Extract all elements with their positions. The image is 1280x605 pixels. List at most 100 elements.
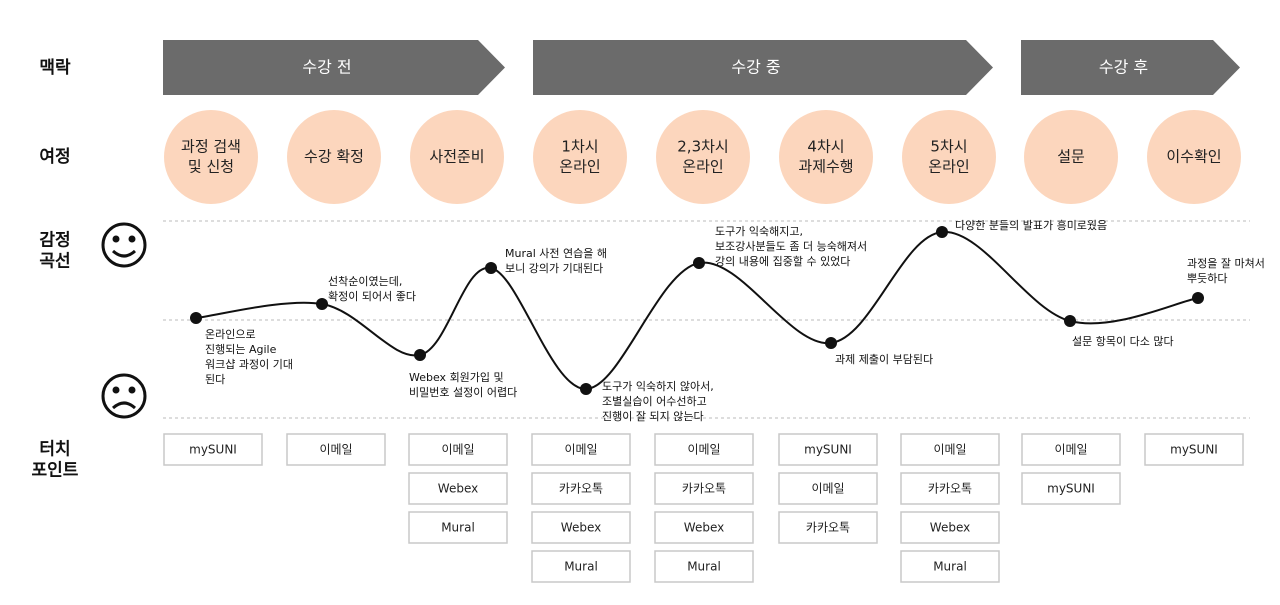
phase-arrow	[1021, 40, 1240, 95]
emotion-note: Webex 회원가입 및	[409, 371, 504, 384]
phase-label: 수강 후	[1099, 58, 1148, 77]
touchpoint-label: 카카오톡	[682, 482, 726, 496]
emotion-note: 조별실습이 어수선하고	[602, 394, 707, 408]
touchpoint-box	[778, 433, 878, 466]
emotion-point	[1192, 292, 1204, 304]
touchpoint-box	[778, 472, 878, 505]
touchpoint-label: Mural	[441, 521, 475, 535]
touchpoint-box	[900, 433, 1000, 466]
emotion-note: Mural 사전 연습을 해	[505, 246, 607, 260]
touchpoint-label: mySUNI	[1170, 443, 1218, 457]
row-label: 감정	[39, 231, 70, 251]
emotion-note: 보니 강의가 기대된다	[505, 262, 603, 275]
touchpoint-box	[531, 550, 631, 583]
touchpoint-box	[654, 511, 754, 544]
touchpoint-label: 이메일	[564, 443, 597, 457]
touchpoint-box	[531, 472, 631, 505]
touchpoint-box	[1021, 472, 1121, 505]
emotion-point	[316, 298, 328, 310]
phase-label: 수강 중	[731, 58, 780, 77]
touchpoint-box	[1144, 433, 1244, 466]
stage-label: 온라인	[682, 158, 723, 176]
stage-label: 수강 확정	[304, 148, 364, 166]
touchpoint-label: 이메일	[811, 482, 844, 496]
emotion-note: 설문 항목이 다소 많다	[1072, 335, 1174, 348]
touchpoint-label: 이메일	[687, 443, 720, 457]
stage-label: 4차시	[807, 138, 844, 156]
touchpoint-label: Mural	[687, 560, 721, 574]
touchpoint-box	[900, 472, 1000, 505]
touchpoint-label: Mural	[933, 560, 967, 574]
touchpoint-box	[1021, 433, 1121, 466]
touchpoint-label: Mural	[564, 560, 598, 574]
touchpoint-label: 이메일	[319, 443, 352, 457]
row-label: 곡선	[39, 252, 70, 272]
emotion-note: 진행되는 Agile	[205, 343, 277, 356]
touchpoint-label: 이메일	[1054, 443, 1087, 457]
touchpoint-box	[900, 511, 1000, 544]
touchpoint-box	[531, 511, 631, 544]
touchpoint-label: mySUNI	[189, 443, 237, 457]
emotion-note: 강의 내용에 집중할 수 있었다	[715, 255, 850, 268]
stage-label: 2,3차시	[677, 138, 728, 156]
phase-arrow	[163, 40, 505, 95]
stage-circle	[533, 110, 627, 204]
touchpoint-label: Webex	[684, 521, 724, 535]
touchpoint-label: 카카오톡	[806, 521, 850, 535]
emotion-note: 다양한 분들의 발표가 흥미로웠음	[955, 218, 1107, 232]
stage-label: 온라인	[559, 158, 600, 176]
stage-label: 1차시	[561, 138, 598, 156]
stage-label: 및 신청	[188, 158, 234, 176]
emotion-point	[936, 226, 948, 238]
row-label: 터치	[39, 440, 70, 460]
touchpoint-box	[408, 472, 508, 505]
touchpoint-box	[408, 511, 508, 544]
stage-label: 온라인	[928, 158, 969, 176]
touchpoint-label: mySUNI	[804, 443, 852, 457]
smiley-sad	[101, 373, 147, 419]
stage-label: 이수확인	[1166, 148, 1221, 166]
touchpoint-label: Webex	[438, 482, 478, 496]
touchpoint-label: 카카오톡	[559, 482, 603, 496]
emotion-note: 된다	[205, 373, 225, 386]
emotion-note: 도구가 익숙하지 않아서,	[602, 379, 714, 393]
emotion-point	[580, 383, 592, 395]
emotion-note: 온라인으로	[205, 328, 256, 341]
emotion-note: 비밀번호 설정이 어렵다	[409, 386, 517, 399]
stage-circle	[656, 110, 750, 204]
stage-circle	[779, 110, 873, 204]
stage-circle	[287, 110, 381, 204]
touchpoint-label: Webex	[930, 521, 970, 535]
phase-label: 수강 전	[302, 58, 351, 77]
touchpoint-label: mySUNI	[1047, 482, 1095, 496]
emotion-note: 과정을 잘 마쳐서	[1187, 257, 1265, 270]
emotion-point	[825, 337, 837, 349]
emotion-note: 워크샵 과정이 기대	[205, 358, 293, 371]
emotion-point	[693, 257, 705, 269]
touchpoint-box	[163, 433, 263, 466]
stage-circle	[1147, 110, 1241, 204]
emotion-point	[414, 349, 426, 361]
touchpoint-box	[654, 550, 754, 583]
emotion-note: 과제 제출이 부담된다	[835, 353, 933, 366]
emotion-note: 뿌듯하다	[1187, 271, 1227, 285]
stage-circle	[410, 110, 504, 204]
touchpoint-box	[900, 550, 1000, 583]
touchpoint-label: Webex	[561, 521, 601, 535]
smiley-happy	[101, 222, 147, 268]
emotion-note: 보조강사분들도 좀 더 능숙해져서	[715, 239, 867, 253]
touchpoint-box	[654, 433, 754, 466]
touchpoint-box	[408, 433, 508, 466]
emotion-point	[1064, 315, 1076, 327]
touchpoint-box	[286, 433, 386, 466]
stage-circle	[1024, 110, 1118, 204]
stage-circle	[164, 110, 258, 204]
emotion-note: 진행이 잘 되지 않는다	[602, 410, 704, 423]
emotion-curve	[195, 230, 1199, 391]
touchpoint-box	[654, 472, 754, 505]
row-label: 맥락	[39, 58, 71, 78]
emotion-point	[190, 312, 202, 324]
touchpoint-label: 이메일	[441, 443, 474, 457]
stage-label: 과제수행	[798, 158, 853, 176]
stage-label: 설문	[1057, 148, 1085, 166]
